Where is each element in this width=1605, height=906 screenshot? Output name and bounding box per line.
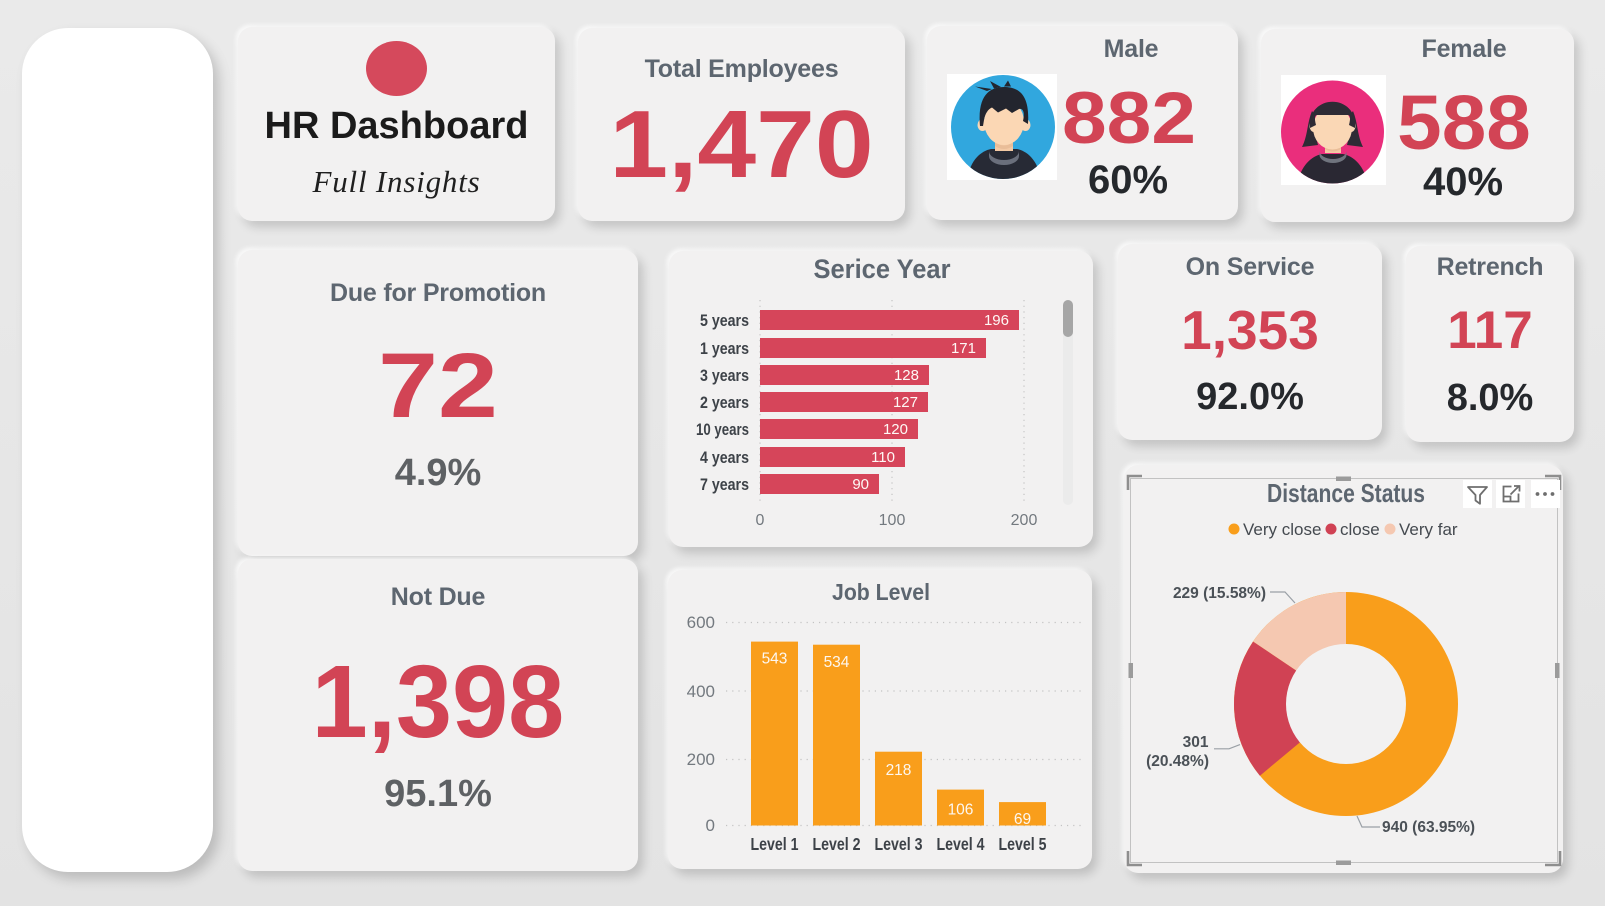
svg-text:543: 543 [762,651,788,668]
svg-text:200: 200 [1011,512,1038,529]
svg-text:127: 127 [893,394,918,411]
svg-text:2 years: 2 years [700,393,749,412]
svg-text:Level 4: Level 4 [937,834,985,854]
svg-text:3 years: 3 years [700,366,749,385]
svg-text:229 (15.58%): 229 (15.58%) [1173,585,1266,602]
svg-text:120: 120 [883,421,908,438]
svg-text:Level 5: Level 5 [999,834,1047,854]
svg-text:128: 128 [894,367,919,384]
svg-text:196: 196 [984,312,1009,329]
svg-text:106: 106 [948,802,974,819]
svg-text:600: 600 [687,613,715,632]
svg-text:Distance Status: Distance Status [1267,478,1425,508]
svg-text:0: 0 [756,512,765,529]
svg-text:90: 90 [852,476,869,493]
svg-text:301: 301 [1183,734,1209,751]
svg-text:Serice Year: Serice Year [814,254,951,284]
svg-text:4 years: 4 years [700,448,749,467]
svg-text:close: close [1340,520,1380,539]
svg-text:1 years: 1 years [700,339,749,358]
svg-text:200: 200 [687,750,715,769]
svg-text:Level 1: Level 1 [751,834,799,854]
svg-text:10 years: 10 years [696,420,749,439]
svg-text:400: 400 [687,682,715,701]
svg-text:Job Level: Job Level [832,579,930,605]
svg-text:(20.48%): (20.48%) [1146,753,1209,770]
svg-text:5 years: 5 years [700,311,749,330]
svg-text:7 years: 7 years [700,475,749,494]
svg-text:100: 100 [879,512,906,529]
svg-text:69: 69 [1014,811,1031,828]
svg-text:534: 534 [824,654,850,671]
svg-text:Very close: Very close [1243,520,1321,539]
svg-text:171: 171 [951,340,976,357]
svg-text:Very far: Very far [1399,520,1458,539]
svg-text:940 (63.95%): 940 (63.95%) [1382,819,1475,836]
svg-text:218: 218 [886,762,912,779]
svg-text:Level 2: Level 2 [813,834,861,854]
svg-text:0: 0 [706,816,715,835]
svg-text:Level 3: Level 3 [875,834,923,854]
svg-text:110: 110 [871,449,895,466]
